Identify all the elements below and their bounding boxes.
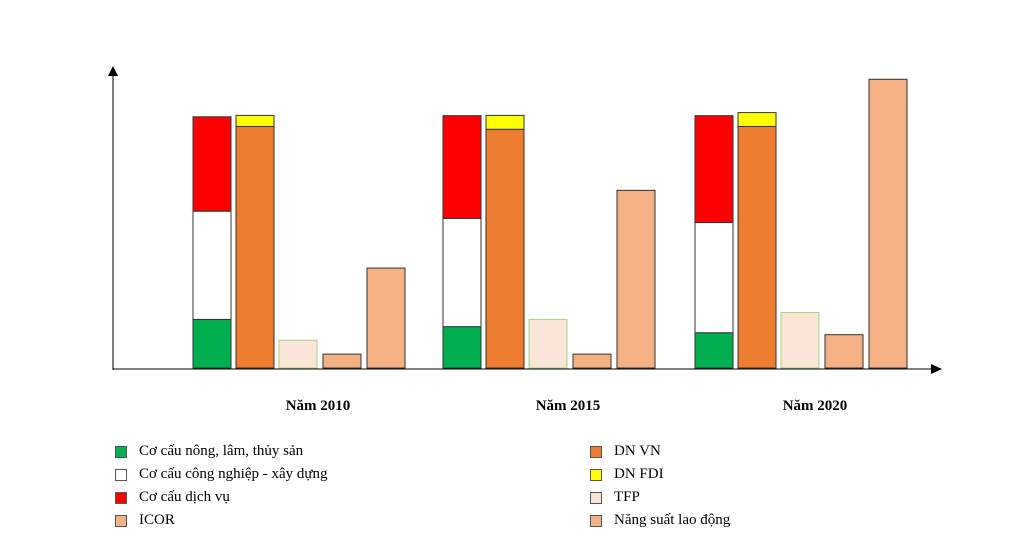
bar-icor-2020 [824, 334, 864, 369]
bar-services-2020 [694, 115, 734, 224]
legend-item-icor: ICOR [115, 509, 328, 532]
x-axis-arrow [931, 364, 942, 374]
category-label-2020: Năm 2020 [783, 398, 848, 414]
legend-label-dn-vn: DN VN [614, 443, 661, 459]
legend-left: Cơ cấu nông, lâm, thủy sản Cơ cấu công n… [115, 440, 328, 532]
bar-dn_vn-2010 [235, 125, 275, 369]
bar-dn_fdi-2015 [485, 114, 525, 130]
bar-industry-2020 [694, 222, 734, 334]
bar-tfp-2020 [780, 311, 820, 369]
bar-services-2015 [442, 115, 482, 219]
legend-swatch-labor [590, 514, 602, 527]
legend-swatch-agri [115, 445, 127, 458]
legend-right: DN VN DN FDI TFP Năng suất lao động [590, 440, 730, 532]
legend-swatch-services [115, 491, 127, 504]
bar-dn_fdi-2020 [737, 112, 777, 127]
legend-label-services: Cơ cấu dịch vụ [139, 489, 230, 505]
legend-item-industry: Cơ cấu công nghiệp - xây dựng [115, 463, 328, 486]
bar-icor-2015 [572, 353, 612, 369]
bar-agri-2010 [192, 318, 232, 369]
legend-item-labor: Năng suất lao động [590, 509, 730, 532]
legend-label-labor: Năng suất lao động [614, 512, 731, 528]
bar-tfp-2015 [528, 318, 568, 369]
legend-swatch-dn-vn [590, 445, 602, 458]
legend-swatch-dn-fdi [590, 468, 602, 481]
bar-industry-2010 [192, 210, 232, 320]
bar-labor-2010 [366, 267, 406, 369]
legend-swatch-icor [115, 514, 127, 527]
legend-swatch-tfp [590, 491, 602, 504]
legend-item-tfp: TFP [590, 486, 730, 509]
category-label-2015: Năm 2015 [536, 398, 601, 414]
y-axis-arrow [108, 66, 118, 76]
legend-label-industry: Cơ cấu công nghiệp - xây dựng [139, 466, 328, 482]
bar-industry-2015 [442, 217, 482, 328]
bar-labor-2015 [616, 189, 656, 369]
legend-label-agri: Cơ cấu nông, lâm, thủy sản [139, 443, 304, 459]
bar-tfp-2010 [278, 339, 318, 369]
legend-label-icor: ICOR [139, 512, 175, 528]
bar-labor-2020 [868, 78, 908, 369]
legend-item-dn-fdi: DN FDI [590, 463, 730, 486]
bar-agri-2015 [442, 326, 482, 369]
bar-icor-2010 [322, 353, 362, 369]
legend-item-dn-vn: DN VN [590, 440, 730, 463]
category-labels: Năm 2010 Năm 2015 Năm 2020 [286, 398, 848, 414]
legend-label-tfp: TFP [614, 489, 640, 505]
axes-layer [108, 66, 942, 374]
legend-label-dn-fdi: DN FDI [614, 466, 664, 482]
bar-services-2010 [192, 116, 232, 212]
legend-swatch-industry [115, 468, 127, 481]
bar-dn_vn-2020 [737, 125, 777, 369]
category-label-2010: Năm 2010 [286, 398, 351, 414]
bars-layer [192, 78, 908, 369]
bar-dn_fdi-2010 [235, 114, 275, 127]
legend-item-services: Cơ cấu dịch vụ [115, 486, 328, 509]
legend-item-agri: Cơ cấu nông, lâm, thủy sản [115, 440, 328, 463]
bar-agri-2020 [694, 332, 734, 369]
bar-dn_vn-2015 [485, 128, 525, 369]
